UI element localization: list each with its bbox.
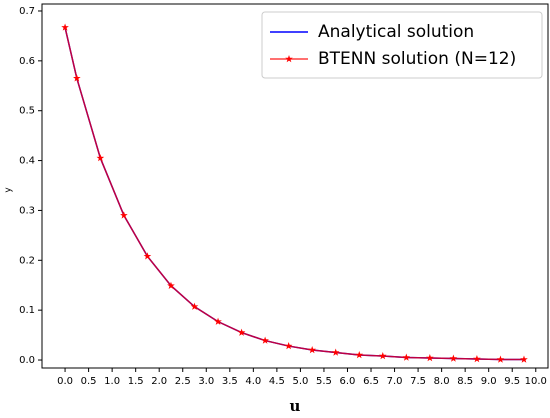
star-marker [402,353,411,361]
star-marker [73,74,81,82]
star-marker [355,351,364,359]
x-tick-label: 2.0 [151,376,167,387]
x-tick-label: 9.0 [481,376,497,387]
y-tick-label: 0.7 [19,6,35,17]
y-axis-label: y [4,187,14,193]
x-tick-label: 5.5 [316,376,332,387]
y-tick-label: 0.6 [19,56,35,67]
y-tick-label: 0.0 [19,355,35,366]
star-marker [237,328,246,336]
y-tick-label: 0.1 [19,305,35,316]
star-marker [426,354,434,362]
legend-marker [285,55,293,63]
x-tick-label: 6.0 [340,376,356,387]
x-tick-label: 5.0 [292,376,308,387]
x-tick-label: 1.5 [128,376,144,387]
plot-frame [41,3,549,369]
x-tick-label: 3.5 [222,376,238,387]
legend-label: BTENN solution (N=12) [318,49,516,69]
x-tick-label: 7.0 [387,376,403,387]
legend-label: Analytical solution [318,22,474,42]
star-marker [120,211,128,219]
x-tick-label: 1.0 [104,376,120,387]
star-marker [496,355,505,363]
x-tick-label: 8.5 [457,376,473,387]
x-tick-label: 7.5 [410,376,426,387]
x-tick-label: 4.5 [269,376,285,387]
x-tick-label: 0.0 [57,376,73,387]
y-tick-label: 0.3 [19,205,35,216]
x-tick-label: 2.5 [175,376,191,387]
x-tick-label: 0.5 [81,376,97,387]
star-marker [167,281,175,289]
x-tick-label: 8.0 [434,376,450,387]
star-marker [261,336,269,344]
star-marker [214,317,222,325]
x-tick-label: 10.0 [525,376,547,387]
star-marker [96,154,105,162]
star-marker [143,252,152,260]
star-marker [308,346,316,354]
y-tick-label: 0.5 [19,106,35,117]
x-tick-label: 3.0 [198,376,214,387]
star-marker [378,352,387,360]
y-tick-label: 0.4 [19,156,35,167]
x-tick-label: 6.5 [363,376,379,387]
star-marker [520,355,528,363]
legend-box [261,11,543,79]
star-marker [473,355,481,363]
x-tick-label: 9.5 [504,376,520,387]
y-tick-label: 0.2 [19,255,35,266]
star-marker [61,23,69,31]
star-marker [449,354,458,362]
x-axis-label: u [290,397,301,415]
star-marker [331,348,340,356]
x-tick-label: 4.0 [245,376,261,387]
star-marker [190,302,199,310]
star-marker [284,342,293,350]
